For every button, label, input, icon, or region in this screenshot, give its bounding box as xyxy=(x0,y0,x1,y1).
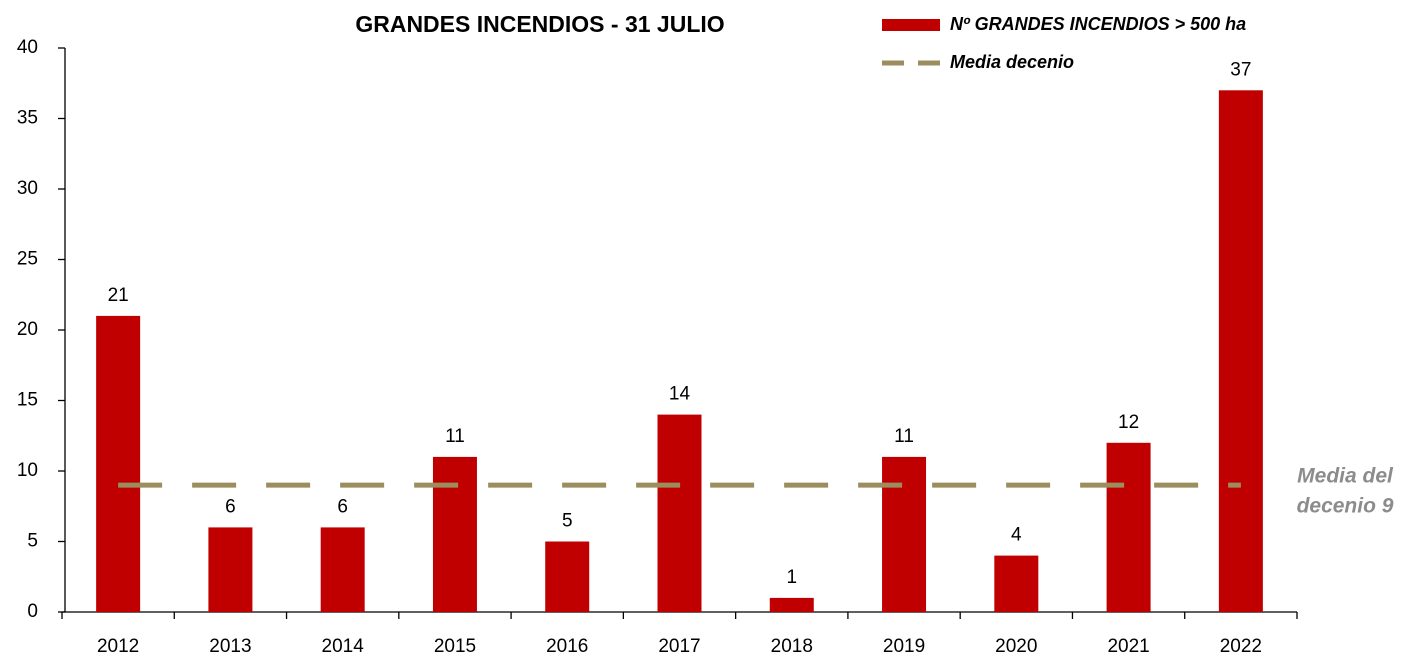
y-tick-label: 30 xyxy=(17,178,38,199)
x-tick-label: 2022 xyxy=(1220,636,1262,657)
bar xyxy=(994,555,1039,612)
chart-title: GRANDES INCENDIOS - 31 JULIO xyxy=(355,11,724,37)
bar xyxy=(657,414,702,612)
bar xyxy=(1106,442,1151,612)
data-label: 6 xyxy=(225,496,236,517)
x-tick-label: 2016 xyxy=(546,636,588,657)
data-label: 14 xyxy=(669,384,691,405)
data-label: 6 xyxy=(337,496,348,517)
legend-swatch xyxy=(882,19,940,31)
data-label: 21 xyxy=(108,285,129,306)
data-label: 12 xyxy=(1118,412,1139,433)
bar xyxy=(320,527,365,612)
legend-label: Nº GRANDES INCENDIOS > 500 ha xyxy=(950,14,1246,34)
bar xyxy=(208,527,253,612)
y-tick-label: 5 xyxy=(27,531,38,552)
bar xyxy=(769,597,814,612)
x-tick-label: 2013 xyxy=(209,636,251,657)
x-tick-label: 2018 xyxy=(771,636,813,657)
data-label: 37 xyxy=(1230,59,1251,80)
y-tick-label: 40 xyxy=(17,37,38,58)
bar xyxy=(432,456,477,612)
data-label: 11 xyxy=(894,426,914,447)
x-tick-label: 2017 xyxy=(658,636,700,657)
y-tick-label: 15 xyxy=(17,390,38,411)
data-label: 1 xyxy=(786,567,797,588)
legend-label: Media decenio xyxy=(950,52,1074,72)
data-label: 4 xyxy=(1011,525,1022,546)
x-tick-label: 2020 xyxy=(995,636,1037,657)
data-label: 5 xyxy=(562,511,573,532)
x-tick-label: 2014 xyxy=(322,636,365,657)
bar xyxy=(882,456,927,612)
y-tick-label: 35 xyxy=(17,108,38,129)
x-tick-label: 2019 xyxy=(883,636,925,657)
x-tick-label: 2021 xyxy=(1107,636,1149,657)
bar xyxy=(96,315,141,612)
annotation: Media del xyxy=(1297,465,1394,488)
y-tick-label: 10 xyxy=(17,460,38,481)
y-tick-label: 0 xyxy=(27,601,38,622)
annotation: decenio 9 xyxy=(1297,495,1394,518)
bar xyxy=(545,541,590,612)
y-tick-label: 20 xyxy=(17,319,38,340)
x-tick-label: 2012 xyxy=(97,636,139,657)
bar xyxy=(1218,90,1263,613)
y-tick-label: 25 xyxy=(17,249,38,270)
x-tick-label: 2015 xyxy=(434,636,476,657)
data-label: 11 xyxy=(445,426,465,447)
